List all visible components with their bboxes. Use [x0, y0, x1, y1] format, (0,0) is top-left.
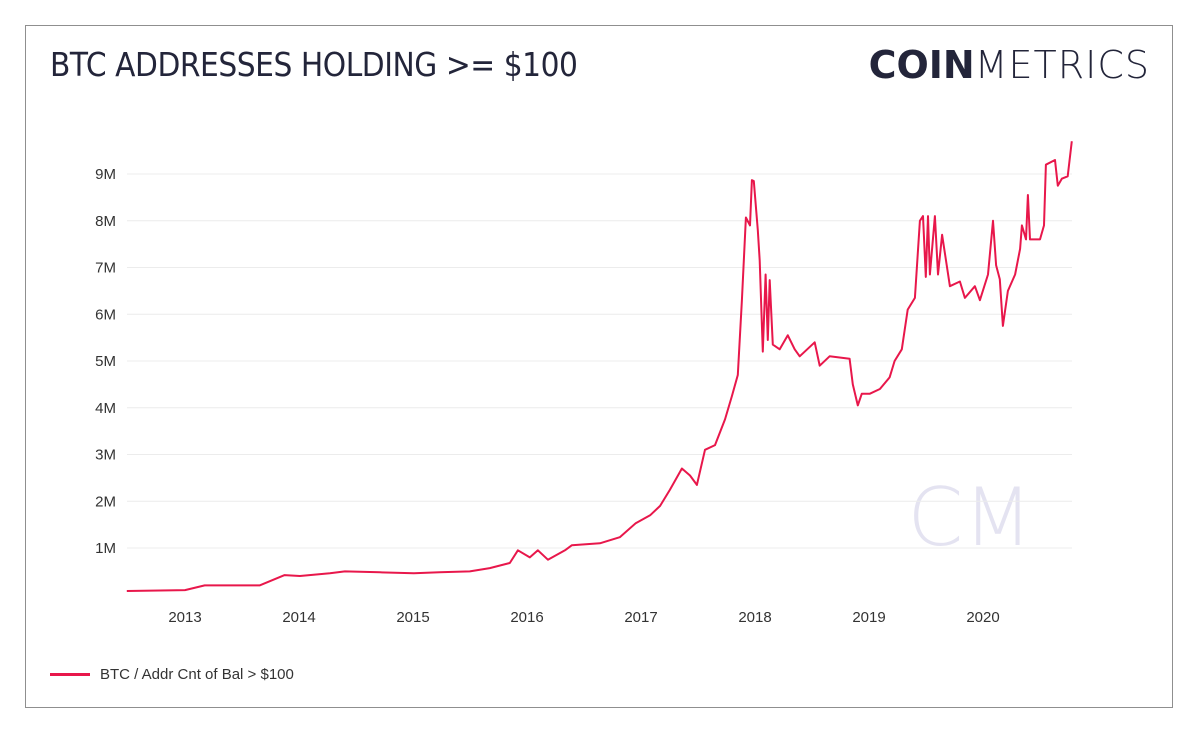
y-tick-label: 5M — [95, 353, 116, 370]
legend-swatch — [50, 673, 90, 676]
coinmetrics-logo: COINMETRICS — [869, 43, 1150, 87]
y-tick-label: 1M — [95, 540, 116, 557]
x-tick-label: 2013 — [168, 609, 201, 626]
y-axis: 1M 2M 3M 4M 5M 6M 7M 8M 9M — [95, 166, 116, 557]
chart-title: BTC ADDRESSES HOLDING >= $100 — [50, 45, 578, 84]
series-line — [126, 141, 1073, 592]
y-tick-label: 3M — [95, 447, 116, 464]
x-axis: 2013 2014 2015 2016 2017 2018 2019 2020 — [168, 609, 999, 626]
x-tick-label: 2014 — [282, 609, 315, 626]
x-tick-label: 2020 — [966, 609, 999, 626]
y-tick-label: 6M — [95, 306, 116, 323]
x-tick-label: 2016 — [510, 609, 543, 626]
logo-light: METRICS — [974, 43, 1150, 87]
x-tick-label: 2019 — [852, 609, 885, 626]
grid-lines — [127, 173, 1072, 549]
y-tick-label: 8M — [95, 213, 116, 230]
chart-frame — [25, 25, 1173, 708]
y-tick-label: 7M — [95, 260, 116, 277]
legend[interactable]: BTC / Addr Cnt of Bal > $100 — [50, 666, 294, 683]
x-tick-label: 2015 — [396, 609, 429, 626]
x-tick-label: 2018 — [738, 609, 771, 626]
logo-bold: COIN — [868, 43, 975, 87]
legend-label: BTC / Addr Cnt of Bal > $100 — [100, 666, 294, 683]
watermark-logo: CM — [908, 471, 1033, 564]
x-tick-label: 2017 — [624, 609, 657, 626]
y-tick-label: 2M — [95, 493, 116, 510]
y-tick-label: 4M — [95, 400, 116, 417]
y-tick-label: 9M — [95, 166, 116, 183]
